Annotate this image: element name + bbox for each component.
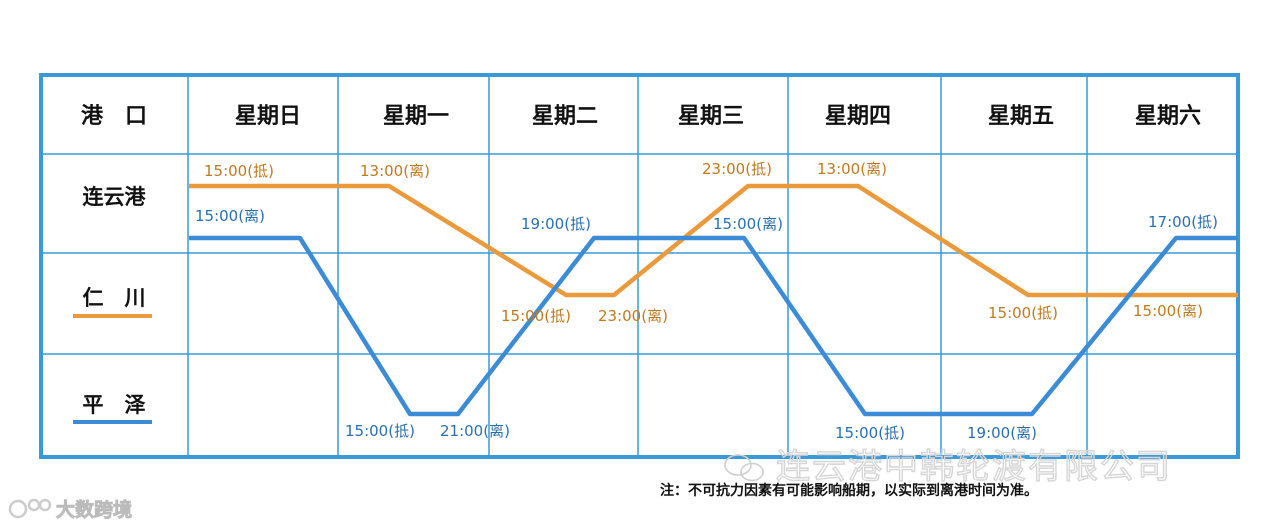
time-label: 23:00(离) xyxy=(598,307,668,325)
port-label-incheon: 仁 川 xyxy=(83,286,146,310)
wechat-watermark: 连云港中韩轮渡有限公司 xyxy=(724,446,1172,488)
time-label: 15:00(离) xyxy=(713,215,783,233)
time-label: 15:00(离) xyxy=(1133,302,1203,320)
header-day-friday: 星期五 xyxy=(988,104,1054,129)
time-label: 23:00(抵) xyxy=(702,160,772,178)
header-day-monday: 星期一 xyxy=(383,104,449,129)
port-label-lianyungang: 连云港 xyxy=(83,185,147,209)
logo-mark-icon xyxy=(8,498,52,519)
header-port-column: 港 口 xyxy=(81,104,147,129)
wechat-icon xyxy=(724,454,764,482)
header-day-thursday: 星期四 xyxy=(825,104,891,129)
port-label-pyeongtaek: 平 泽 xyxy=(83,393,146,417)
time-label: 15:00(抵) xyxy=(988,304,1058,322)
schedule-grid xyxy=(39,73,1240,459)
time-label: 15:00(抵) xyxy=(345,422,415,440)
time-label: 19:00(离) xyxy=(967,424,1037,442)
logo-text: 大数跨境 xyxy=(56,498,132,521)
time-label: 17:00(抵) xyxy=(1148,213,1218,231)
time-label: 15:00(抵) xyxy=(204,162,274,180)
time-label: 15:00(抵) xyxy=(835,424,905,442)
time-label: 15:00(抵) xyxy=(501,307,571,325)
time-label: 15:00(离) xyxy=(195,207,265,225)
time-label: 13:00(离) xyxy=(360,162,430,180)
time-label: 13:00(离) xyxy=(817,160,887,178)
footnote: 注：不可抗力因素有可能影响船期，以实际到离港时间为准。 xyxy=(660,482,1038,499)
header-day-tuesday: 星期二 xyxy=(532,104,598,129)
corner-logo: 大数跨境 xyxy=(8,498,132,521)
header-day-sunday: 星期日 xyxy=(235,104,301,129)
time-label: 19:00(抵) xyxy=(521,215,591,233)
header-day-wednesday: 星期三 xyxy=(678,104,744,129)
route-line-incheon xyxy=(189,183,1238,298)
watermark-text: 连云港中韩轮渡有限公司 xyxy=(776,447,1172,487)
route-line-pyeongtaek xyxy=(189,235,1238,417)
header-day-saturday: 星期六 xyxy=(1135,104,1201,129)
time-label: 21:00(离) xyxy=(440,422,510,440)
